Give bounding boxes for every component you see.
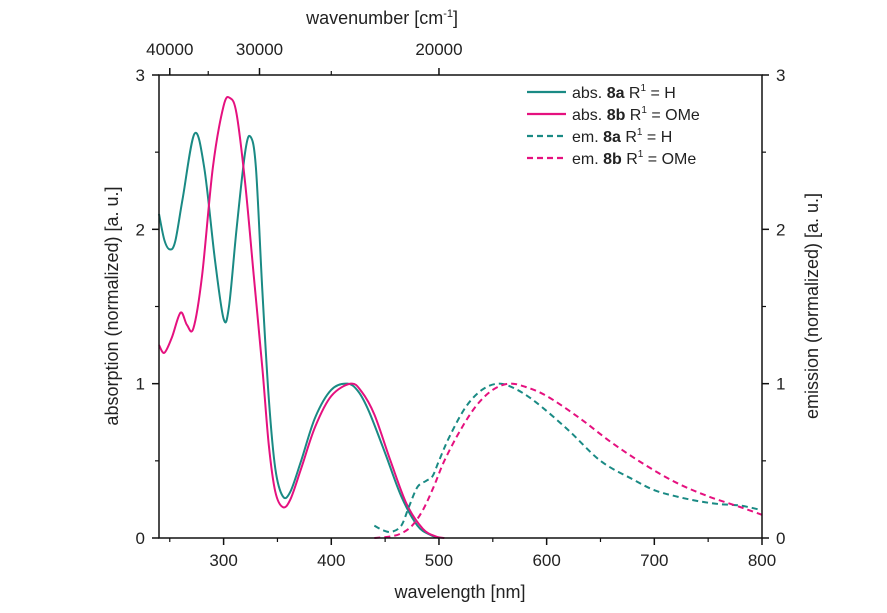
- x-tick-label: 400: [317, 551, 345, 570]
- series-line-4: [374, 382, 763, 539]
- y-tick-label: 3: [136, 66, 145, 85]
- legend-entry: em. 8b R1 = OMe: [572, 149, 696, 168]
- x-axis-label: wavelength [nm]: [393, 582, 525, 602]
- y2-tick-label: 3: [776, 66, 785, 85]
- legend-entry: em. 8a R1 = H: [572, 127, 672, 146]
- x-tick-label: 300: [209, 551, 237, 570]
- legend-entry: abs. 8b R1 = OMe: [572, 105, 700, 124]
- legend-entry: abs. 8a R1 = H: [572, 83, 676, 102]
- x2-tick-label: 20000: [415, 40, 462, 59]
- x2-axis-label: wavenumber [cm-1]: [305, 8, 458, 28]
- x-tick-label: 800: [748, 551, 776, 570]
- series-line-2: [158, 96, 445, 539]
- x-tick-label: 500: [425, 551, 453, 570]
- y-tick-label: 1: [136, 375, 145, 394]
- x2-tick-label: 40000: [146, 40, 193, 59]
- legend: abs. 8a R1 = H abs. 8b R1 = OMe em. 8a R1 …: [527, 83, 700, 168]
- series-line-1: [158, 131, 440, 539]
- y2-tick-label: 0: [776, 529, 785, 548]
- y2-axis-label: emission (normalized) [a. u.]: [802, 193, 822, 419]
- y2-tick-label: 2: [776, 220, 785, 239]
- series-line-3: [373, 382, 763, 534]
- x-tick-label: 700: [640, 551, 668, 570]
- y-tick-label: 0: [136, 529, 145, 548]
- y-tick-label: 2: [136, 220, 145, 239]
- x-tick-label: 600: [532, 551, 560, 570]
- y2-tick-label: 1: [776, 375, 785, 394]
- y-axis-label: absorption (normalized) [a. u.]: [102, 186, 122, 425]
- x2-tick-label: 30000: [236, 40, 283, 59]
